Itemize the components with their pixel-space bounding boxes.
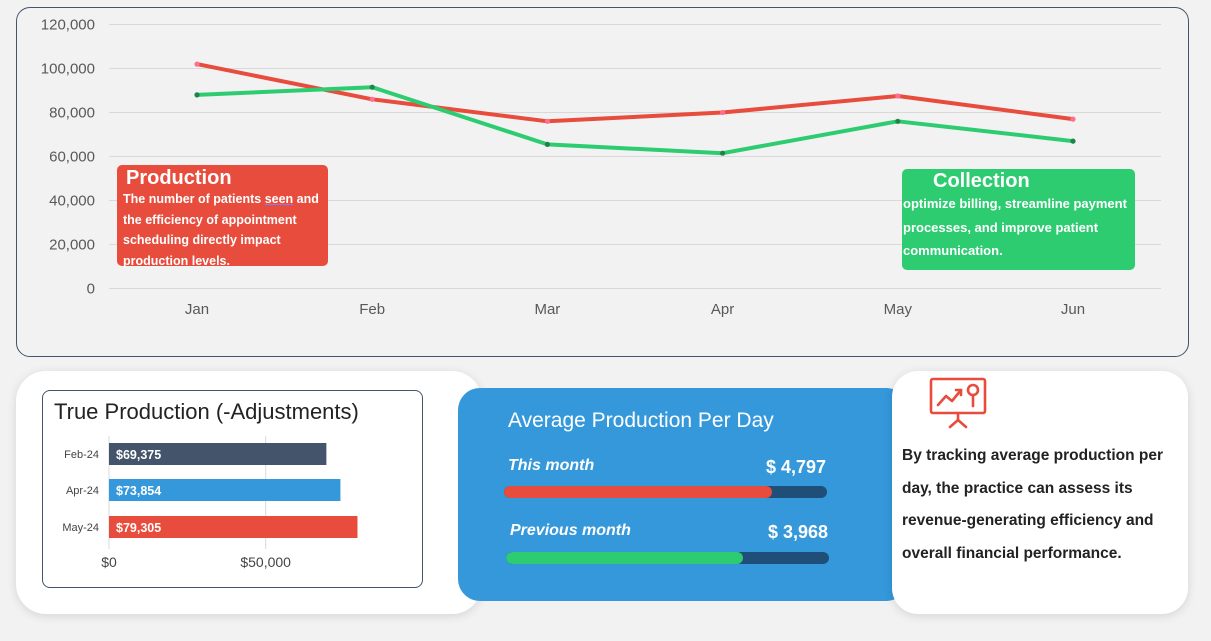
data-point-production: [194, 61, 200, 67]
data-point-collection: [369, 84, 375, 90]
data-point-production: [895, 93, 901, 99]
y-tick-label: 100,000: [41, 61, 95, 78]
previous-month-progress-fill: [506, 552, 744, 564]
previous-month-value: $ 3,968: [767, 522, 828, 542]
series-line-collection: [195, 85, 1075, 156]
data-point-production: [1070, 116, 1076, 122]
this-month-progress-track: [504, 486, 827, 498]
series-line-production: [195, 62, 1075, 124]
y-tick-label: 40,000: [49, 193, 95, 210]
data-point-production: [369, 96, 375, 102]
y-category-label: Apr-24: [66, 485, 99, 497]
production-text-underlined: seen: [264, 192, 294, 206]
data-point-collection: [1070, 138, 1076, 144]
x-tick-label: May: [884, 301, 913, 318]
x-tick-label: $0: [101, 554, 117, 570]
production-text-after: and the efficiency of appointment schedu…: [123, 192, 319, 268]
y-tick-label: 0: [87, 281, 95, 298]
bar-chart: $0 $50,000 $69,375 Feb-24 $73,854 Apr-24 $79,3…: [62, 436, 358, 570]
x-tick-label: Mar: [534, 301, 560, 318]
bar-feb-24: [109, 443, 327, 465]
average-production-title: Average Production Per Day: [508, 409, 774, 432]
x-tick-label: $50,000: [240, 554, 291, 570]
y-tick-label: 120,000: [41, 17, 95, 34]
production-callout-title: Production: [126, 167, 232, 189]
y-tick-label: 60,000: [49, 149, 95, 166]
x-tick-label: Apr: [711, 301, 734, 318]
collection-callout: Collection optimize billing, streamline …: [902, 169, 1135, 270]
this-month-progress-fill: [504, 486, 773, 498]
production-text-before: The number of patients: [123, 192, 265, 206]
line-chart: 0 20,000 40,000 60,000 80,000 100,000 120,000 J…: [41, 17, 1161, 318]
bar-may-24: [109, 516, 358, 538]
y-tick-label: 80,000: [49, 105, 95, 122]
x-tick-label: Jan: [185, 301, 209, 318]
collection-callout-text: optimize billing, streamline payment pro…: [903, 196, 1127, 258]
data-point-collection: [720, 150, 726, 156]
average-production-card: Average Production Per Day This month $ …: [458, 388, 908, 601]
previous-month-progress-track: [506, 552, 829, 564]
collection-callout-title: Collection: [933, 170, 1030, 192]
bar-apr-24: [109, 479, 341, 501]
data-point-collection: [194, 92, 200, 98]
production-callout: Production The number of patients seen a…: [117, 165, 328, 268]
y-category-label: May-24: [62, 522, 99, 534]
bar-value-label: $79,305: [116, 521, 161, 535]
data-point-collection: [895, 118, 901, 124]
true-production-card: True Production (-Adjustments) $0 $50,000…: [16, 371, 482, 614]
bar-value-label: $69,375: [116, 448, 161, 462]
data-point-production: [720, 109, 726, 116]
y-tick-label: 20,000: [49, 237, 95, 254]
data-point-collection: [544, 141, 551, 147]
bar-chart-title: True Production (-Adjustments): [54, 399, 359, 424]
x-tick-label: Feb: [359, 301, 385, 318]
info-text: By tracking average production per day, …: [902, 447, 1163, 562]
y-category-label: Feb-24: [64, 449, 99, 461]
data-point-production: [544, 118, 551, 124]
production-callout-text: The number of patients seen and the effi…: [123, 189, 322, 271]
info-card: By tracking average production per day, …: [892, 371, 1188, 614]
bar-value-label: $73,854: [116, 484, 161, 498]
this-month-label: This month: [508, 457, 595, 474]
chart-presentation-icon: [929, 377, 987, 429]
x-tick-label: Jun: [1061, 301, 1085, 318]
bar-chart-frame: True Production (-Adjustments) $0 $50,000…: [42, 390, 423, 588]
previous-month-label: Previous month: [510, 522, 631, 539]
this-month-value: $ 4,797: [765, 457, 826, 477]
